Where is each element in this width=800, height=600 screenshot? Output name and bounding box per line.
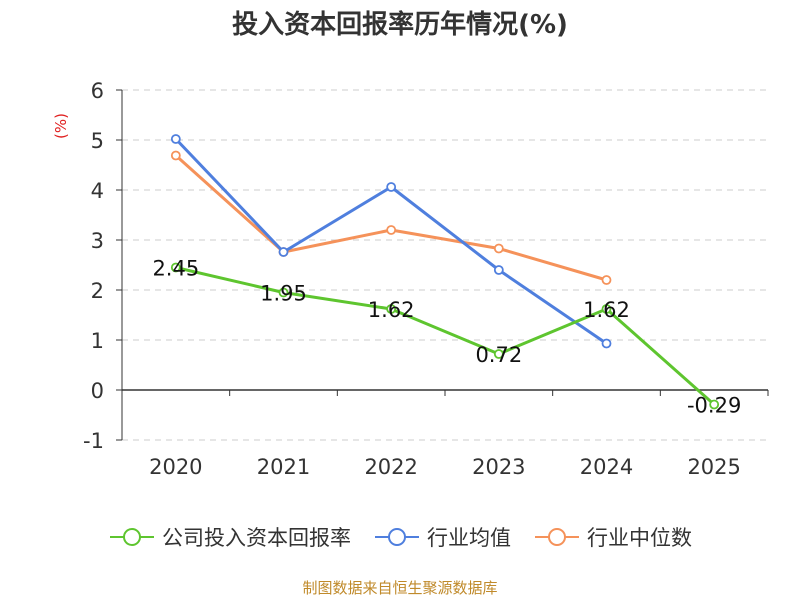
x-tick-label: 2021 xyxy=(257,455,310,479)
legend-label: 行业中位数 xyxy=(587,526,692,550)
x-tick-label: 2024 xyxy=(580,455,633,479)
data-point xyxy=(493,243,504,254)
legend-label: 行业均值 xyxy=(427,526,511,550)
y-tick-label: -1 xyxy=(83,429,104,453)
y-tick-label: 4 xyxy=(91,179,104,203)
data-point xyxy=(170,134,181,144)
data-point xyxy=(601,275,612,285)
legend-label: 公司投入资本回报率 xyxy=(162,526,351,550)
data-label: -0.29 xyxy=(687,394,741,418)
x-tick-label: 2020 xyxy=(149,455,202,479)
data-label: 2.45 xyxy=(152,257,199,281)
data-point xyxy=(386,304,397,314)
data-point xyxy=(709,399,720,410)
series-line xyxy=(175,266,716,406)
y-tick-label: 2 xyxy=(91,279,104,303)
legend-swatch-icon xyxy=(110,528,154,546)
chart-title: 投入资本回报率历年情况(%) xyxy=(232,10,568,40)
data-point xyxy=(278,247,289,257)
data-point xyxy=(493,349,504,359)
data-point xyxy=(278,287,289,298)
data-point xyxy=(386,225,397,235)
data-label: 1.95 xyxy=(260,282,307,306)
x-tick-label: 2022 xyxy=(364,455,417,479)
data-point xyxy=(386,182,397,192)
x-tick-label: 2025 xyxy=(687,455,740,479)
legend-item[interactable]: 行业中位数 xyxy=(533,522,692,552)
legend-item[interactable]: 公司投入资本回报率 xyxy=(108,522,351,552)
legend-swatch-icon xyxy=(535,528,579,546)
y-axis-label: (%) xyxy=(52,113,70,139)
data-point xyxy=(170,262,181,273)
y-tick-label: 1 xyxy=(91,329,104,353)
data-label: 1.62 xyxy=(583,298,630,322)
legend: 公司投入资本回报率 行业均值 行业中位数 xyxy=(0,519,800,555)
data-point xyxy=(170,150,181,161)
legend-swatch-icon xyxy=(375,528,419,546)
y-tick-label: 3 xyxy=(91,229,104,253)
y-tick-label: 5 xyxy=(91,129,104,153)
source-note: 制图数据来自恒生聚源数据库 xyxy=(302,579,498,597)
data-point xyxy=(601,304,612,314)
series-line xyxy=(174,154,607,282)
data-point xyxy=(601,338,612,349)
x-tick-label: 2023 xyxy=(472,455,525,479)
data-label: 1.62 xyxy=(368,298,415,322)
y-tick-label: 6 xyxy=(91,79,104,103)
legend-item[interactable]: 行业均值 xyxy=(373,522,511,552)
data-point xyxy=(493,265,504,275)
data-label: 0.72 xyxy=(475,343,522,367)
y-tick-label: 0 xyxy=(91,379,104,403)
